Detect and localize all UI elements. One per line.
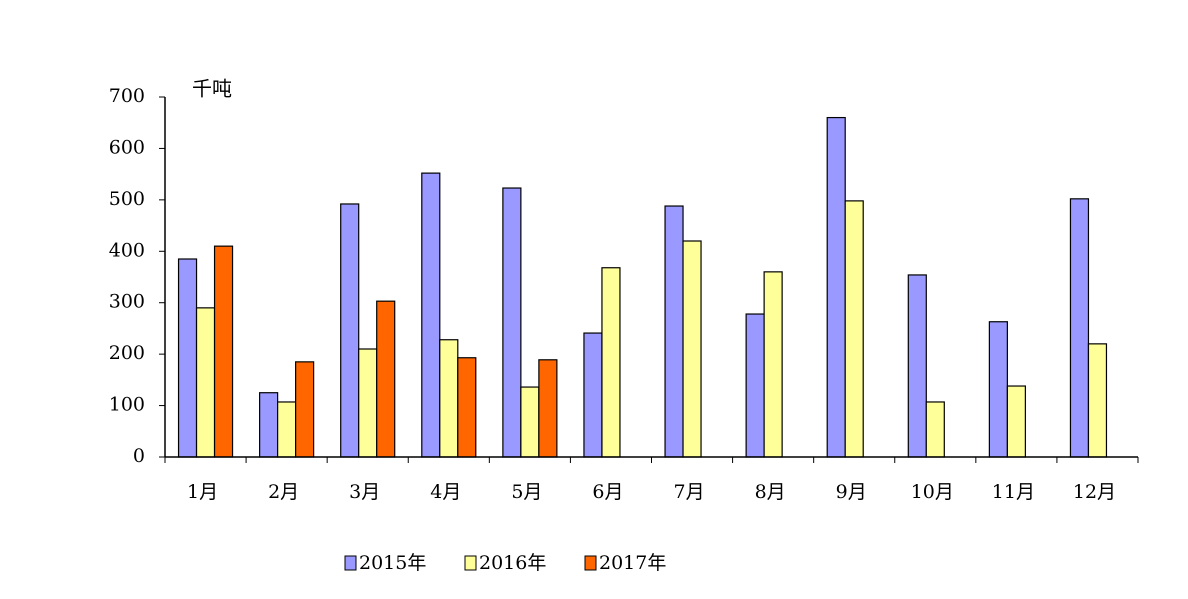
bar — [439, 339, 459, 458]
bar — [925, 401, 945, 458]
bar — [907, 274, 927, 458]
x-tick-label: 2月 — [268, 481, 299, 503]
bar — [988, 321, 1008, 458]
bar — [340, 203, 360, 458]
bar — [259, 392, 279, 458]
y-tick-label: 200 — [109, 342, 145, 364]
bar — [745, 313, 765, 458]
y-tick-label: 300 — [109, 291, 145, 313]
x-tick-label: 10月 — [911, 481, 954, 503]
bar — [213, 245, 234, 458]
bar — [763, 271, 783, 458]
bar — [520, 386, 540, 458]
x-tick-label: 12月 — [1073, 481, 1116, 503]
y-tick-label: 0 — [133, 445, 145, 467]
bar — [538, 359, 558, 458]
x-tick-label: 8月 — [755, 481, 786, 503]
x-tick-label: 9月 — [836, 481, 867, 503]
bar — [1087, 343, 1108, 458]
y-tick-label: 700 — [109, 85, 145, 107]
bar — [376, 300, 396, 458]
x-tick-label: 4月 — [430, 481, 461, 503]
bar — [457, 357, 477, 458]
bar — [277, 401, 297, 458]
bar — [502, 187, 522, 458]
legend-swatch — [584, 555, 597, 571]
y-tick-label: 400 — [109, 239, 145, 261]
bar — [177, 258, 198, 458]
x-tick-label: 3月 — [349, 481, 380, 503]
bar — [1006, 385, 1026, 458]
x-tick-label: 5月 — [511, 481, 542, 503]
y-tick-label: 600 — [109, 136, 145, 158]
legend-swatch — [344, 555, 357, 571]
x-tick-label: 7月 — [673, 481, 704, 503]
x-tick-label: 6月 — [592, 481, 623, 503]
bar — [682, 240, 702, 458]
bar — [421, 172, 441, 458]
bar — [195, 307, 216, 458]
bar — [826, 116, 846, 458]
x-tick-label: 11月 — [992, 481, 1035, 503]
bar — [664, 205, 684, 458]
x-tick-label: 1月 — [187, 481, 218, 503]
y-unit: 千吨 — [192, 77, 232, 101]
bar — [583, 332, 603, 458]
legend-label: 2016年 — [479, 552, 546, 574]
bar — [1069, 198, 1090, 458]
legend-swatch — [464, 555, 477, 571]
y-tick-label: 500 — [109, 188, 145, 210]
bar — [358, 348, 378, 458]
legend-label: 2017年 — [599, 552, 666, 574]
bar — [601, 267, 621, 458]
legend-label: 2015年 — [359, 552, 426, 574]
bar — [295, 361, 315, 458]
bar — [844, 200, 864, 458]
y-tick-label: 100 — [109, 394, 145, 416]
